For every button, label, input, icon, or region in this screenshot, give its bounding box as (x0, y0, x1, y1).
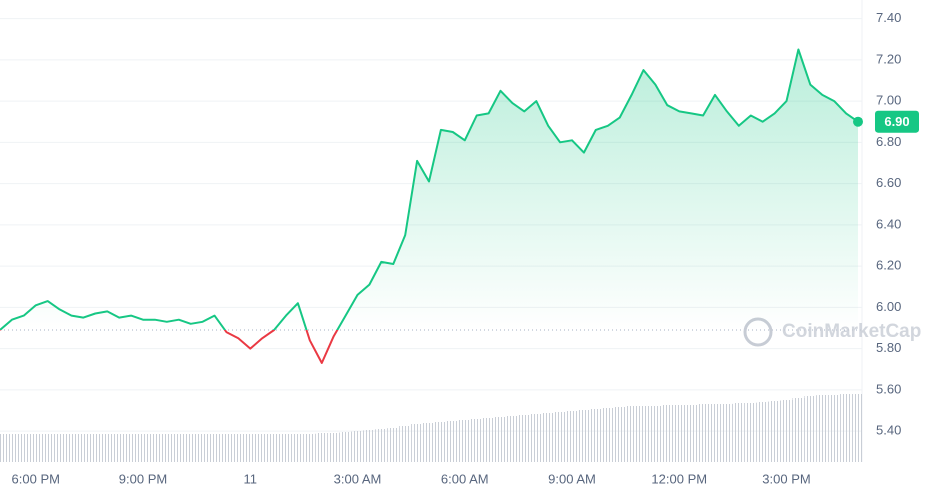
volume-bar (172, 434, 185, 462)
volume-bar (17, 434, 30, 462)
volume-bar (732, 403, 745, 462)
volume-bar (482, 418, 495, 462)
volume-bar (137, 434, 149, 462)
volume-bar (160, 434, 173, 462)
volume-bar (542, 413, 555, 462)
x-tick-label: 6:00 PM (12, 471, 60, 486)
volume-bar (303, 434, 316, 462)
volume-bar (196, 434, 209, 462)
volume-bar (494, 417, 507, 462)
y-tick-label: 5.40 (876, 423, 901, 438)
volume-bar (268, 434, 281, 462)
volume-bar (113, 434, 126, 462)
y-tick-label: 6.00 (876, 299, 901, 314)
x-tick-label: 12:00 PM (651, 471, 707, 486)
price-area (0, 49, 858, 330)
y-tick-label: 6.80 (876, 134, 901, 149)
volume-bar (720, 404, 733, 462)
volume-bar (530, 414, 543, 462)
price-line (0, 48, 859, 364)
volume-bar (434, 422, 447, 462)
x-tick-label: 9:00 AM (548, 471, 596, 486)
volume-bar (0, 434, 6, 462)
y-tick-label: 7.20 (876, 51, 901, 66)
y-tick-label: 6.20 (876, 258, 901, 273)
volume-bar (816, 395, 829, 462)
volume-bar (280, 434, 292, 462)
volume-bar (184, 434, 197, 462)
volume-bar (77, 434, 90, 462)
x-tick-label: 11 (244, 471, 258, 486)
volume-bar (351, 431, 364, 462)
volume-bar (423, 423, 435, 462)
x-tick-label: 3:00 AM (334, 471, 382, 486)
volume-bar (89, 434, 102, 462)
volume-bar (613, 407, 626, 462)
volume-bar (220, 434, 233, 462)
volume-bar (446, 421, 459, 462)
volume-bar (840, 394, 853, 462)
y-tick-label: 5.80 (876, 340, 901, 355)
volume-bar (125, 434, 138, 462)
volume-bar (852, 394, 864, 462)
y-tick-label: 5.60 (876, 381, 901, 396)
volume-bar (673, 405, 686, 462)
y-tick-label: 6.40 (876, 216, 901, 231)
volume-bar (387, 428, 400, 462)
volume-bar (470, 419, 483, 462)
volume-bar (29, 434, 42, 462)
volume-bar (685, 405, 698, 462)
volume-bar (601, 408, 614, 462)
volume-bar (768, 401, 781, 462)
volume-bar (577, 410, 590, 462)
current-price-label: 6.90 (884, 114, 909, 129)
volume-bar (661, 405, 674, 462)
volume-bar (232, 434, 245, 462)
volume-bar (637, 406, 650, 462)
volume-bar (709, 404, 721, 462)
volume-bar (41, 434, 54, 462)
volume-bar (339, 432, 352, 462)
volume-bar (53, 434, 66, 462)
volume-bar (375, 429, 388, 462)
volume-bar (315, 433, 328, 462)
volume-bar (518, 415, 531, 462)
y-tick-label: 7.40 (876, 10, 901, 25)
y-tick-label: 6.60 (876, 175, 901, 190)
volume-bar (5, 434, 18, 462)
volume-bar (804, 396, 817, 462)
volume-bar (327, 433, 340, 462)
volume-bar (256, 434, 269, 462)
volume-bar (649, 406, 662, 462)
volume-bar (625, 406, 638, 462)
y-tick-label: 7.00 (876, 93, 901, 108)
x-tick-label: 6:00 AM (441, 471, 489, 486)
volume-bar (589, 409, 602, 462)
volume-bar (506, 416, 519, 462)
x-tick-label: 9:00 PM (119, 471, 167, 486)
volume-bar (148, 434, 161, 462)
volume-bar (411, 424, 424, 462)
x-tick-label: 3:00 PM (762, 471, 810, 486)
volume-bar (101, 434, 114, 462)
volume-bar (65, 434, 78, 462)
volume-bar (792, 398, 805, 462)
volume-bar (780, 400, 793, 462)
current-price-box (875, 110, 919, 133)
volume-bar (554, 412, 567, 462)
current-price-dot (853, 116, 863, 127)
volume-bar (697, 404, 710, 462)
volume-bar (208, 434, 221, 462)
volume-bar (828, 395, 841, 462)
volume-bar (363, 430, 376, 462)
volume-bar (291, 434, 304, 462)
volume-bar (756, 402, 769, 462)
volume-bar (744, 403, 757, 462)
volume-bar (458, 420, 471, 462)
volume-bar (566, 411, 578, 462)
volume-bar (399, 426, 412, 462)
volume-bar (244, 434, 257, 462)
